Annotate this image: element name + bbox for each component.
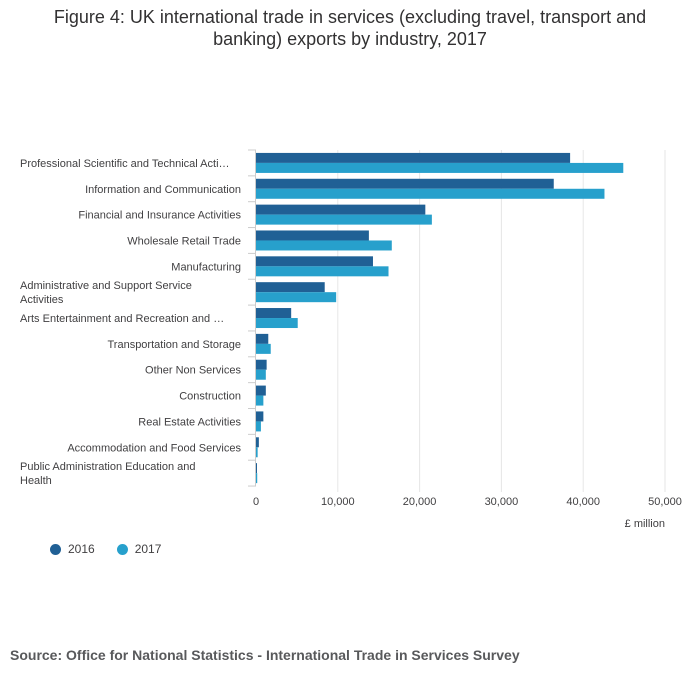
category-label: Real Estate Activities — [138, 416, 241, 428]
category-label: Wholesale Retail Trade — [127, 235, 241, 247]
bar-2017 — [256, 473, 258, 484]
source-note: Source: Office for National Statistics -… — [10, 647, 520, 663]
bar-2017 — [256, 447, 258, 458]
category-label: Construction — [179, 391, 241, 403]
category-label: Financial and Insurance Activities — [78, 210, 241, 222]
x-tick-label: 0 — [253, 496, 259, 508]
category-label: Public Administration Education and Healt… — [20, 461, 196, 487]
bar-2017 — [256, 266, 389, 277]
x-tick-label: 30,000 — [485, 496, 519, 508]
category-label: Transportation and Storage — [107, 339, 241, 351]
bar-2016 — [256, 333, 269, 344]
legend-label-2017: 2017 — [134, 542, 162, 556]
category-label: Administrative and Support Service Activi… — [20, 280, 192, 306]
x-tick-label: 50,000 — [648, 496, 682, 508]
bar-2017 — [256, 292, 337, 303]
bar-2017 — [256, 318, 298, 329]
bar-2017 — [256, 240, 392, 251]
bar-2016 — [256, 204, 426, 215]
bar-2016 — [256, 385, 266, 396]
x-tick-label: 10,000 — [321, 496, 355, 508]
bar-2017 — [256, 214, 432, 225]
bar-2016 — [256, 411, 264, 422]
bar-2017 — [256, 162, 624, 173]
x-axis-title: £ million — [625, 518, 665, 530]
bar-2017 — [256, 188, 605, 199]
bar-2016 — [256, 308, 292, 319]
bar-2016 — [256, 463, 257, 474]
category-label: Arts Entertainment and Recreation and … — [20, 313, 224, 325]
legend-item-2017[interactable]: 2017 — [116, 542, 162, 556]
category-label: Manufacturing — [171, 261, 241, 273]
bar-2017 — [256, 395, 264, 406]
chart-title-line-1: Figure 4: UK international trade in serv… — [53, 7, 647, 27]
bar-2016 — [256, 178, 554, 189]
legend: 2016 2017 — [50, 542, 161, 556]
legend-item-2016[interactable]: 2016 — [50, 542, 95, 556]
category-label: Accommodation and Food Services — [67, 442, 241, 454]
chart-title-line-2: banking) exports by industry, 2017 — [213, 29, 487, 49]
bar-2016 — [256, 359, 267, 370]
legend-label-2016: 2016 — [68, 542, 95, 556]
x-tick-label: 40,000 — [566, 496, 600, 508]
bar-2017 — [256, 421, 261, 432]
bar-2017 — [256, 343, 271, 354]
bar-2016 — [256, 256, 373, 267]
x-tick-label: 20,000 — [403, 496, 437, 508]
chart-title: Figure 4: UK international trade in serv… — [0, 6, 700, 50]
bar-2016 — [256, 282, 325, 293]
category-label: Professional Scientific and Technical Ac… — [20, 158, 230, 170]
bar-2016 — [256, 437, 259, 448]
bar-2016 — [256, 152, 571, 163]
bar-2016 — [256, 230, 369, 241]
category-label: Information and Communication — [85, 184, 241, 196]
bar-2017 — [256, 369, 266, 380]
category-label: Other Non Services — [145, 365, 241, 377]
legend-swatch-2017 — [116, 543, 128, 555]
bar-chart: 0 10,000 20,000 30,000 40,000 50,000 £ million… — [20, 149, 682, 530]
legend-swatch-2016 — [50, 543, 61, 555]
